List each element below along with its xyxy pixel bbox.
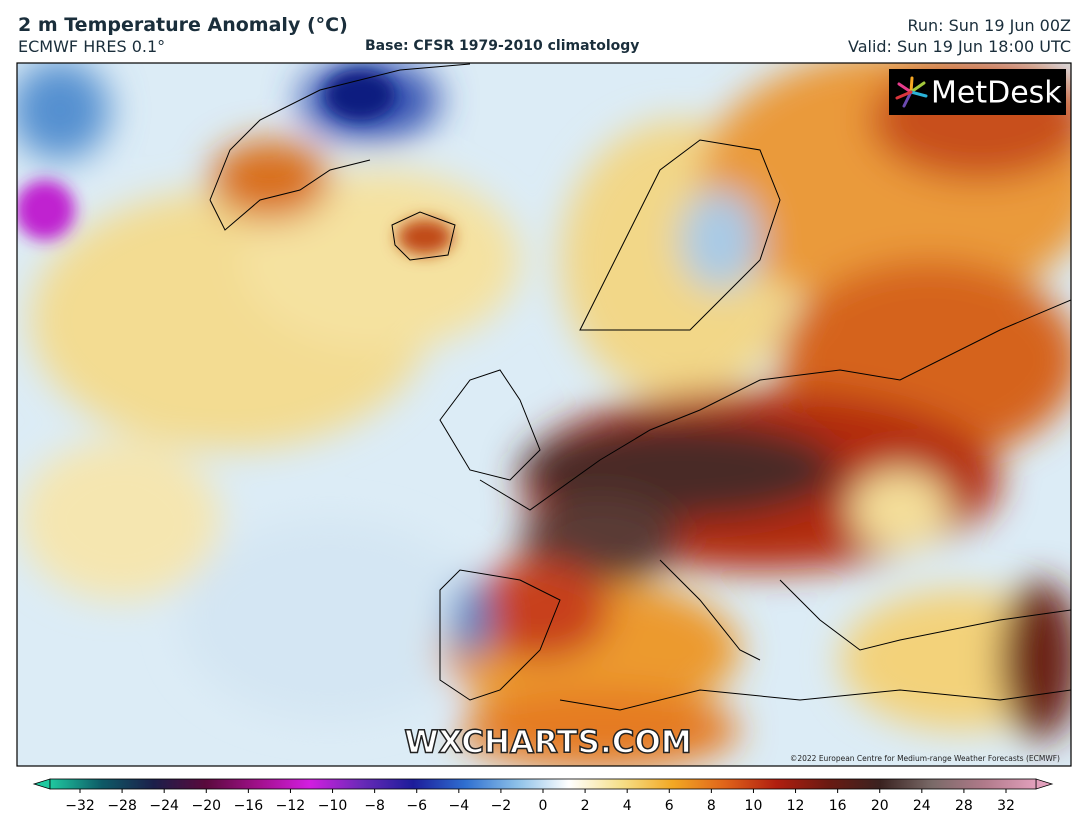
colorbar-tick-label: −32 (65, 798, 95, 814)
colorbar-tick-label: −16 (234, 798, 264, 814)
colorbar-tick-label: −10 (318, 798, 348, 814)
colorbar-tick-label: −8 (364, 798, 385, 814)
colorbar-tick-label: 4 (623, 798, 632, 814)
anomaly-field (17, 63, 1071, 766)
colorbar-tick-label: 2 (581, 798, 590, 814)
colorbar-tick-label: 24 (913, 798, 931, 814)
colorbar-tick-label: 16 (829, 798, 847, 814)
coastlines (209, 63, 1071, 711)
colorbar-tick-label: 32 (997, 798, 1015, 814)
colorbar-right-extension (1035, 778, 1054, 790)
colorbar-tick-label: −6 (406, 798, 427, 814)
colorbar: −32 −28 −24 −20 −16 −12 −10 −8 −6 −4 −2 0 2 4 6 8 10 12 16… (32, 778, 1054, 814)
colorbar-tick-label: −28 (107, 798, 137, 814)
colorbar-tick-label: 20 (871, 798, 889, 814)
logo-icon (895, 76, 928, 108)
colorbar-tick-label: 12 (787, 798, 805, 814)
climatology-base: Base: CFSR 1979-2010 climatology (365, 38, 640, 54)
valid-time: Valid: Sun 19 Jun 18:00 UTC (848, 37, 1071, 56)
colorbar-left-extension (32, 778, 51, 790)
map-frame (16, 62, 1072, 767)
logo-box (889, 69, 1066, 115)
colorbar-tick-label: 6 (665, 798, 674, 814)
colorbar-tick-label: −4 (448, 798, 469, 814)
colorbar-tick-label: −20 (191, 798, 221, 814)
colorbar-tick-label: 10 (745, 798, 763, 814)
colorbar-tick-label: −24 (149, 798, 179, 814)
colorbar-tick-label: 0 (539, 798, 548, 814)
watermark: WXCHARTS.COM (404, 725, 691, 761)
colorbar-bar (49, 778, 1037, 790)
model-name: ECMWF HRES 0.1° (18, 37, 166, 56)
colorbar-tick-label: −2 (491, 798, 512, 814)
map-title: 2 m Temperature Anomaly (°C) (18, 14, 348, 36)
logo-text: MetDesk (931, 76, 1062, 111)
run-time: Run: Sun 19 Jun 00Z (907, 16, 1071, 35)
colorbar-tick-label: −12 (276, 798, 306, 814)
colorbar-tick-label: 28 (955, 798, 973, 814)
colorbar-tick-label: 8 (707, 798, 716, 814)
copyright: ©2022 European Centre for Medium-range W… (790, 754, 1060, 763)
